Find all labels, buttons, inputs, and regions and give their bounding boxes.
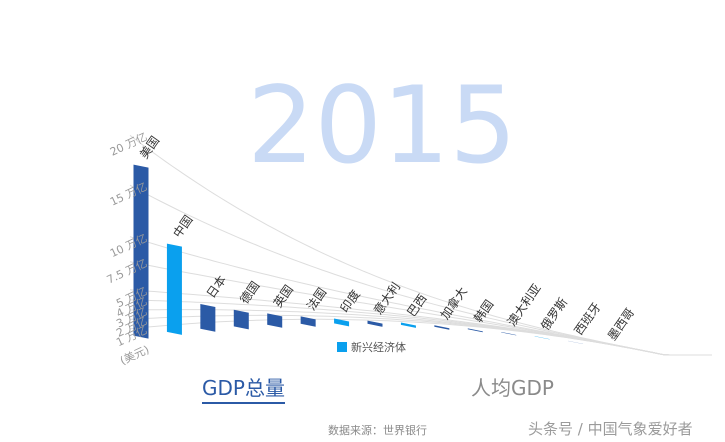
bar-韩国 <box>467 328 483 333</box>
bar-label: 俄罗斯 <box>538 295 570 333</box>
bar-巴西 <box>400 322 416 328</box>
bar-label: 加拿大 <box>437 284 470 322</box>
bar-意大利 <box>367 320 383 327</box>
bar-印度 <box>334 318 350 327</box>
bar-label: 墨西哥 <box>605 306 637 344</box>
bar-美国 <box>133 164 149 339</box>
bar-墨西哥 <box>601 346 617 350</box>
bar-法国 <box>300 316 316 327</box>
bar-label: 西班牙 <box>572 300 604 338</box>
grid-arc <box>129 134 712 356</box>
bar-德国 <box>233 309 249 330</box>
watermark-text: 头条号 / 中国气象爱好者 <box>528 420 693 438</box>
bar-西班牙 <box>568 340 584 345</box>
data-source-note: 数据来源：世界银行 <box>328 424 427 437</box>
legend-swatch-emerging <box>337 342 347 352</box>
bar-label: 意大利 <box>370 279 403 317</box>
bar-加拿大 <box>434 325 450 330</box>
bar-英国 <box>267 313 283 328</box>
bar-label: 法国 <box>304 285 329 313</box>
bar-中国 <box>166 243 182 335</box>
bar-label: 日本 <box>204 273 229 301</box>
tab-gdp-per-capita[interactable]: 人均GDP <box>471 376 554 400</box>
chart-title-year: 2015 <box>247 64 517 187</box>
bar-俄罗斯 <box>534 336 550 340</box>
bar-label: 澳大利亚 <box>505 281 544 328</box>
bar-日本 <box>200 304 216 332</box>
tab-gdp-total[interactable]: GDP总量 <box>202 372 285 404</box>
bar-澳大利亚 <box>501 331 517 336</box>
legend-label-emerging: 新兴经济体 <box>351 340 406 354</box>
